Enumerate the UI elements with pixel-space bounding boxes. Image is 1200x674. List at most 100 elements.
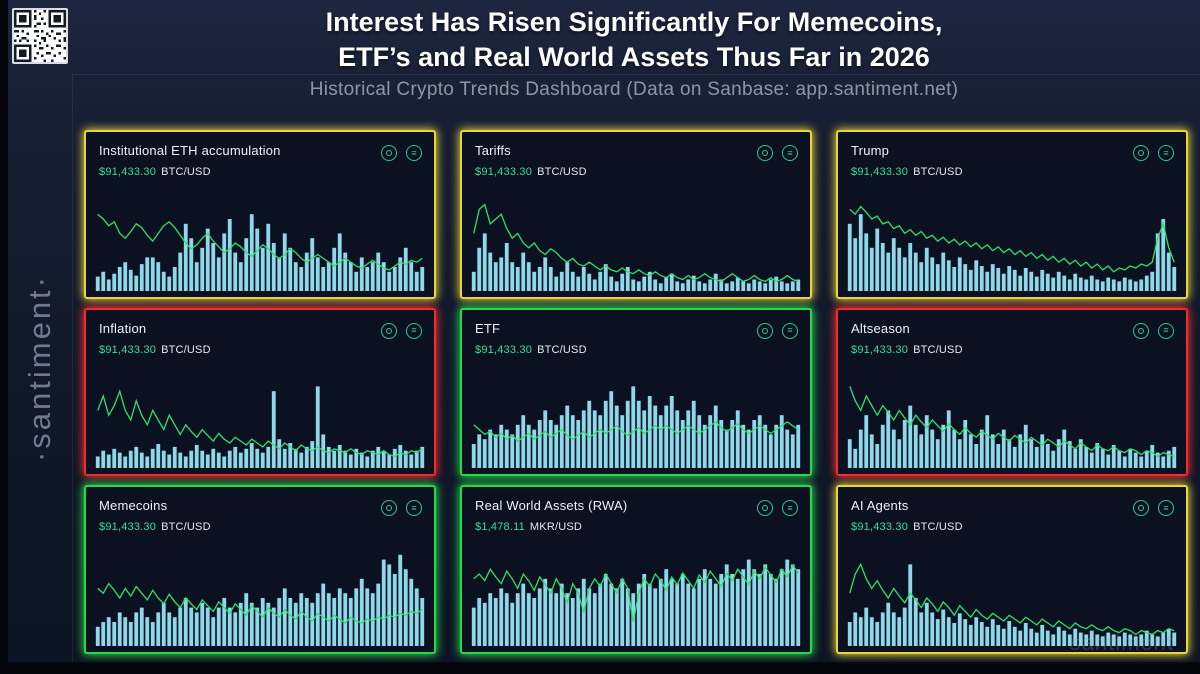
qr-code-svg	[14, 10, 66, 62]
menu-icon[interactable]: ≡	[1158, 500, 1174, 517]
target-icon[interactable]	[1133, 145, 1149, 161]
target-icon-dot	[762, 150, 768, 156]
page-header: Interest Has Risen Significantly For Mem…	[70, 5, 1198, 74]
mini-chart	[471, 195, 801, 291]
panel-ai-agents: AI Agents $91,433.30 BTC/USD ≡	[836, 485, 1188, 654]
price-value: $91,433.30	[851, 166, 909, 178]
mini-chart	[95, 386, 425, 469]
panel-icons: ≡	[1133, 145, 1174, 161]
bottom-edge-bar	[0, 662, 1200, 674]
target-icon-dot	[1138, 327, 1144, 334]
mini-chart	[847, 195, 1177, 291]
target-icon[interactable]	[1133, 500, 1149, 517]
panel-icons: ≡	[757, 145, 798, 161]
price-value: $91,433.30	[475, 343, 533, 356]
page-title-line1: Interest Has Risen Significantly For Mem…	[325, 7, 943, 37]
target-icon[interactable]	[757, 322, 773, 339]
price-row: $91,433.30 BTC/USD	[475, 166, 587, 178]
menu-icon[interactable]: ≡	[406, 500, 422, 517]
target-icon-dot	[1138, 150, 1144, 156]
panel-title: Institutional ETH accumulation	[99, 143, 281, 158]
panel-icons: ≡	[1133, 500, 1174, 517]
asset-pair: BTC/USD	[161, 166, 211, 178]
qr-code-image	[12, 8, 68, 64]
sidebar-divider	[72, 74, 73, 662]
price-row: $91,433.30 BTC/USD	[99, 521, 211, 533]
target-icon-dot	[762, 505, 768, 512]
panel-head: Altseason $91,433.30 BTC/USD ≡	[838, 310, 1186, 356]
target-icon-dot	[762, 327, 768, 334]
price-value: $1,478.11	[475, 521, 525, 534]
panel-titles: Trump $91,433.30 BTC/USD	[851, 143, 963, 178]
panel-icons: ≡	[1133, 322, 1174, 339]
left-edge-bar	[0, 0, 8, 674]
panel-icons: ≡	[757, 322, 798, 339]
panel-head: Tariffs $91,433.30 BTC/USD ≡	[462, 132, 810, 178]
mini-chart	[95, 554, 425, 646]
panel-icons: ≡	[757, 500, 798, 517]
panel-icons: ≡	[381, 500, 422, 517]
target-icon[interactable]	[1133, 322, 1149, 339]
asset-pair: BTC/USD	[537, 166, 587, 178]
menu-icon[interactable]: ≡	[406, 145, 422, 161]
page-subtitle: Historical Crypto Trends Dashboard (Data…	[309, 79, 959, 100]
panel-title: Tariffs	[475, 143, 511, 158]
panel-head: Inflation $91,433.30 BTC/USD ≡	[86, 310, 434, 356]
asset-pair: BTC/USD	[913, 521, 963, 534]
panel-titles: Real World Assets (RWA) $1,478.11 MKR/USD	[475, 498, 627, 533]
panel-titles: AI Agents $91,433.30 BTC/USD	[851, 498, 963, 533]
asset-pair: BTC/USD	[161, 521, 211, 534]
panel-institutional-eth-accumulation: Institutional ETH accumulation $91,433.3…	[84, 130, 436, 299]
price-value: $91,433.30	[851, 343, 909, 356]
panel-trump: Trump $91,433.30 BTC/USD ≡	[836, 130, 1188, 299]
price-row: $91,433.30 BTC/USD	[851, 166, 963, 178]
menu-icon[interactable]: ≡	[406, 322, 422, 339]
charts-grid: Institutional ETH accumulation $91,433.3…	[84, 130, 1188, 654]
panel-titles: Institutional ETH accumulation $91,433.3…	[99, 143, 281, 178]
page-title-line2: ETF’s and Real World Assets Thus Far in …	[338, 41, 930, 72]
panel-memecoins: Memecoins $91,433.30 BTC/USD ≡	[84, 485, 436, 654]
page-title: Interest Has Risen Significantly For Mem…	[70, 5, 1198, 74]
menu-icon[interactable]: ≡	[782, 322, 798, 339]
asset-pair: BTC/USD	[537, 343, 587, 356]
panel-title: Memecoins	[99, 498, 168, 514]
price-row: $1,478.11 MKR/USD	[475, 521, 627, 533]
price-value: $91,433.30	[475, 166, 533, 178]
target-icon-dot	[386, 150, 392, 156]
sidebar: ·santiment·	[8, 74, 72, 662]
target-icon[interactable]	[381, 145, 397, 161]
panel-head: Memecoins $91,433.30 BTC/USD ≡	[86, 487, 434, 533]
mini-chart	[471, 559, 801, 646]
panel-altseason: Altseason $91,433.30 BTC/USD ≡	[836, 307, 1188, 477]
panel-title: Inflation	[99, 320, 147, 336]
target-icon[interactable]	[381, 500, 397, 517]
price-value: $91,433.30	[99, 343, 157, 356]
menu-icon[interactable]: ≡	[1158, 145, 1174, 161]
panel-titles: Altseason $91,433.30 BTC/USD	[851, 321, 963, 356]
target-icon[interactable]	[757, 500, 773, 517]
mini-chart	[847, 372, 1177, 469]
asset-pair: BTC/USD	[913, 166, 963, 178]
asset-pair: BTC/USD	[161, 343, 211, 356]
panel-inflation: Inflation $91,433.30 BTC/USD ≡	[84, 307, 436, 477]
menu-icon[interactable]: ≡	[1158, 322, 1174, 339]
panel-head: ETF $91,433.30 BTC/USD ≡	[462, 310, 810, 356]
panel-titles: Tariffs $91,433.30 BTC/USD	[475, 143, 587, 178]
panel-titles: ETF $91,433.30 BTC/USD	[475, 321, 587, 356]
mini-chart	[471, 386, 801, 469]
target-icon[interactable]	[381, 322, 397, 339]
price-row: $91,433.30 BTC/USD	[99, 344, 211, 356]
panel-title: Real World Assets (RWA)	[475, 498, 628, 514]
target-icon-dot	[386, 505, 392, 512]
panel-head: Real World Assets (RWA) $1,478.11 MKR/USD…	[462, 487, 810, 533]
panel-head: AI Agents $91,433.30 BTC/USD ≡	[838, 487, 1186, 533]
panel-title: Trump	[851, 143, 890, 158]
target-icon[interactable]	[757, 145, 773, 161]
menu-icon[interactable]: ≡	[782, 500, 798, 517]
panel-title: ETF	[475, 320, 501, 336]
target-icon-dot	[1138, 505, 1144, 512]
price-row: $91,433.30 BTC/USD	[851, 521, 963, 533]
price-value: $91,433.30	[99, 166, 157, 178]
menu-icon[interactable]: ≡	[782, 145, 798, 161]
panel-title: AI Agents	[851, 498, 909, 514]
